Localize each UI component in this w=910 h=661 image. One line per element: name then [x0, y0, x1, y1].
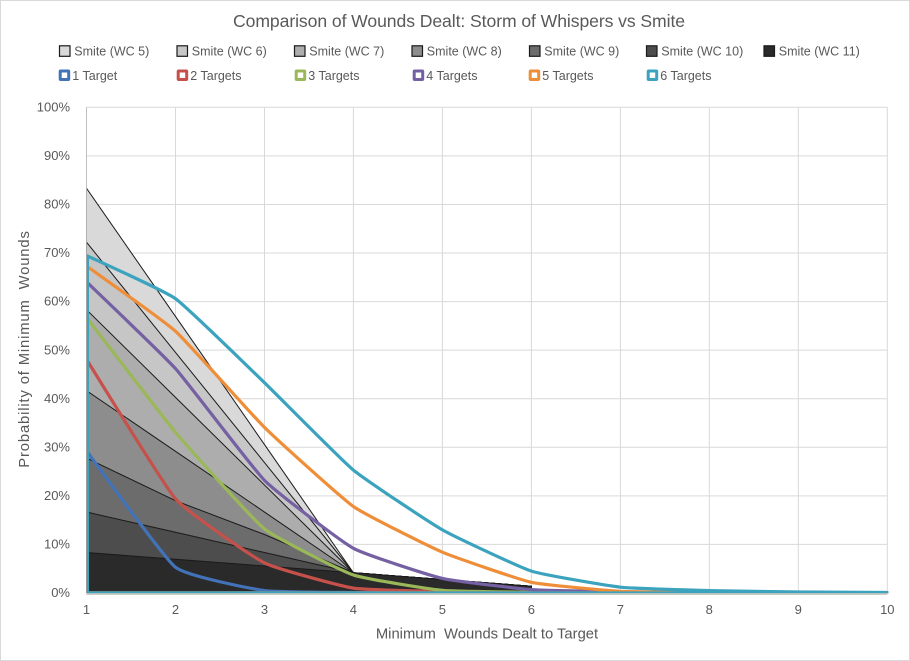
svg-text:4 Targets: 4 Targets — [426, 69, 477, 83]
svg-text:Probability of Minimum Wounds: Probability of Minimum Wounds — [17, 230, 33, 467]
svg-text:4: 4 — [350, 602, 357, 617]
svg-text:0%: 0% — [51, 585, 70, 600]
svg-text:Smite (WC 9): Smite (WC 9) — [544, 44, 619, 58]
svg-text:Comparison of Wounds Dealt: St: Comparison of Wounds Dealt: Storm of Whi… — [233, 11, 685, 31]
svg-text:Smite (WC 10): Smite (WC 10) — [661, 44, 743, 58]
svg-text:70%: 70% — [44, 245, 70, 260]
svg-text:Smite (WC 7): Smite (WC 7) — [309, 44, 384, 58]
svg-text:7: 7 — [617, 602, 624, 617]
svg-text:Smite (WC 8): Smite (WC 8) — [427, 44, 502, 58]
svg-text:5: 5 — [439, 602, 446, 617]
svg-text:30%: 30% — [44, 439, 70, 454]
svg-text:6: 6 — [528, 602, 535, 617]
svg-text:Smite (WC 5): Smite (WC 5) — [74, 44, 149, 58]
svg-text:Smite (WC 11): Smite (WC 11) — [779, 44, 860, 58]
svg-text:2 Targets: 2 Targets — [190, 69, 241, 83]
svg-text:6 Targets: 6 Targets — [660, 69, 711, 83]
svg-text:Smite (WC 6): Smite (WC 6) — [192, 44, 267, 58]
svg-text:80%: 80% — [44, 197, 70, 212]
svg-text:1 Target: 1 Target — [72, 69, 117, 83]
svg-text:2: 2 — [172, 602, 179, 617]
svg-text:90%: 90% — [44, 148, 70, 163]
svg-text:60%: 60% — [44, 294, 70, 309]
svg-text:3: 3 — [261, 602, 268, 617]
svg-text:10: 10 — [880, 602, 894, 617]
svg-text:40%: 40% — [44, 391, 70, 406]
svg-text:10%: 10% — [44, 537, 70, 552]
svg-text:1: 1 — [83, 602, 90, 617]
svg-text:9: 9 — [795, 602, 802, 617]
svg-text:3 Targets: 3 Targets — [308, 69, 359, 83]
svg-text:Minimum Wounds Dealt to Targe: Minimum Wounds Dealt to Target — [376, 627, 598, 643]
svg-text:20%: 20% — [44, 488, 70, 503]
svg-text:8: 8 — [706, 602, 713, 617]
svg-text:100%: 100% — [37, 99, 71, 114]
svg-text:50%: 50% — [44, 342, 70, 357]
svg-text:5 Targets: 5 Targets — [542, 69, 593, 83]
